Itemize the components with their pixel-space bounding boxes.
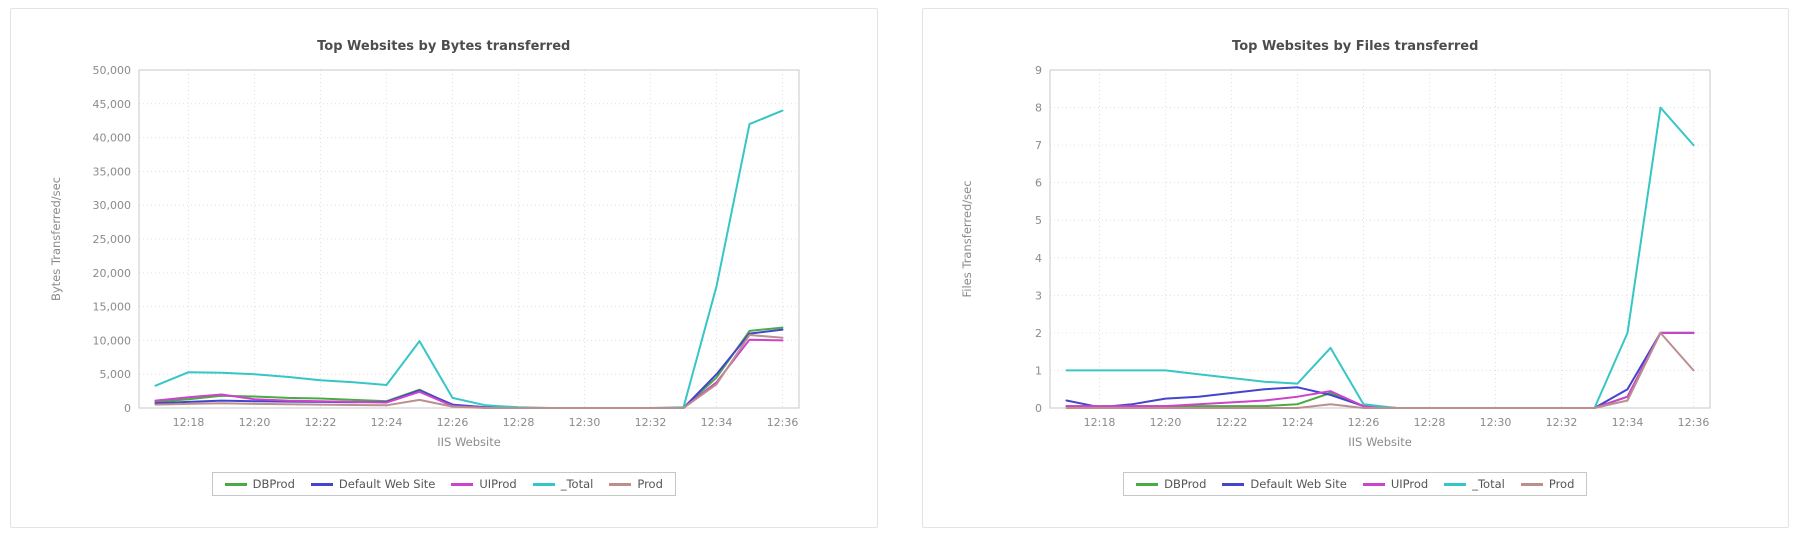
svg-text:0: 0 <box>124 402 131 415</box>
svg-text:45,000: 45,000 <box>92 98 131 111</box>
svg-text:12:30: 12:30 <box>1480 416 1512 429</box>
legend-label: Prod <box>637 477 663 491</box>
legend-label: UIProd <box>1390 477 1429 491</box>
legend-label: DBProd <box>252 477 295 491</box>
y-tick-labels: 0 1 2 3 4 5 6 7 8 9 <box>1035 64 1042 415</box>
svg-text:25,000: 25,000 <box>92 233 131 246</box>
legend-box: DBProd Default Web Site UIProd _Total Prod <box>1123 472 1588 496</box>
plot-border <box>138 69 800 409</box>
legend-swatch <box>1444 482 1467 486</box>
legend-label: Default Web Site <box>338 477 436 491</box>
svg-text:12:18: 12:18 <box>172 416 204 429</box>
svg-text:12:22: 12:22 <box>1216 416 1248 429</box>
svg-text:35,000: 35,000 <box>92 165 131 178</box>
plot-border <box>1049 69 1711 409</box>
svg-text:5,000: 5,000 <box>99 368 131 381</box>
svg-text:12:22: 12:22 <box>304 416 336 429</box>
svg-text:40,000: 40,000 <box>92 132 131 145</box>
svg-text:7: 7 <box>1035 139 1042 152</box>
svg-text:12:20: 12:20 <box>1150 416 1182 429</box>
legend-item-prod: Prod <box>1520 477 1575 491</box>
legend-label: DBProd <box>1164 477 1207 491</box>
bytes-transferred-chart: 0 5,000 10,000 15,000 20,000 25,000 30,000 35,0… <box>49 64 800 449</box>
svg-text:12:36: 12:36 <box>1678 416 1710 429</box>
bytes-chart-legend: DBProd Default Web Site UIProd _Total Prod <box>23 472 865 496</box>
x-axis-label: IIS Website <box>1348 435 1412 449</box>
svg-text:0: 0 <box>1035 402 1042 415</box>
svg-text:12:34: 12:34 <box>700 416 732 429</box>
legend-label: UIProd <box>479 477 517 491</box>
svg-text:15,000: 15,000 <box>92 301 131 314</box>
svg-text:8: 8 <box>1035 102 1042 115</box>
svg-text:5: 5 <box>1035 214 1042 227</box>
legend-item-default-web-site: Default Web Site <box>1222 477 1347 491</box>
svg-text:9: 9 <box>1035 64 1042 77</box>
svg-text:12:32: 12:32 <box>1546 416 1578 429</box>
legend-swatch <box>609 482 632 486</box>
files-chart-title: Top Websites by Files transferred <box>1232 39 1479 54</box>
legend-label: _Total <box>560 477 594 491</box>
series-line--total <box>154 109 784 409</box>
svg-text:12:36: 12:36 <box>766 416 798 429</box>
legend-item--total: _Total <box>1444 477 1505 491</box>
series-line-prod <box>154 334 784 409</box>
svg-text:12:20: 12:20 <box>238 416 270 429</box>
legend-swatch <box>1136 482 1159 486</box>
svg-text:12:24: 12:24 <box>1282 416 1314 429</box>
svg-text:12:30: 12:30 <box>568 416 600 429</box>
legend-item-dbprod: DBProd <box>1136 477 1206 491</box>
svg-text:50,000: 50,000 <box>92 64 131 77</box>
svg-text:12:28: 12:28 <box>1414 416 1446 429</box>
svg-text:1: 1 <box>1035 364 1042 377</box>
legend-item-prod: Prod <box>609 477 663 491</box>
svg-text:12:32: 12:32 <box>634 416 666 429</box>
legend-item--total: _Total <box>532 477 594 491</box>
legend-label: Prod <box>1548 477 1575 491</box>
series-line-dbprod <box>154 326 784 409</box>
legend-item-uiprod: UIProd <box>1362 477 1429 491</box>
legend-item-uiprod: UIProd <box>451 477 517 491</box>
bytes-chart-title: Top Websites by Bytes transferred <box>317 39 571 54</box>
legend-swatch <box>1520 482 1543 486</box>
series-line-prod <box>1065 331 1695 409</box>
x-axis-label: IIS Website <box>437 435 501 449</box>
gridlines <box>138 69 799 409</box>
x-tick-labels: 12:18 12:20 12:22 12:24 12:26 12:28 12:30 12:32… <box>172 416 798 429</box>
svg-text:3: 3 <box>1035 289 1042 302</box>
legend-box: DBProd Default Web Site UIProd _Total Prod <box>211 472 676 496</box>
x-tick-labels: 12:18 12:20 12:22 12:24 12:26 12:28 12:30 12:32… <box>1084 416 1710 429</box>
svg-text:12:18: 12:18 <box>1084 416 1116 429</box>
legend-label: Default Web Site <box>1250 477 1347 491</box>
bytes-chart-panel: Top Websites by Bytes transferred 0 5,000… <box>10 8 878 528</box>
legend-item-default-web-site: Default Web Site <box>310 477 436 491</box>
svg-text:10,000: 10,000 <box>92 334 131 347</box>
svg-text:12:26: 12:26 <box>1348 416 1380 429</box>
y-tick-labels: 0 5,000 10,000 15,000 20,000 25,000 30,000 35,0… <box>92 64 131 415</box>
legend-swatch <box>532 482 555 486</box>
svg-text:12:28: 12:28 <box>502 416 534 429</box>
svg-text:2: 2 <box>1035 327 1042 340</box>
gridlines <box>1050 69 1711 409</box>
svg-text:12:34: 12:34 <box>1612 416 1644 429</box>
legend-item-dbprod: DBProd <box>224 477 295 491</box>
series-line--total <box>1065 106 1695 409</box>
svg-text:20,000: 20,000 <box>92 267 131 280</box>
svg-text:12:26: 12:26 <box>436 416 468 429</box>
legend-swatch <box>1222 482 1245 486</box>
svg-text:30,000: 30,000 <box>92 199 131 212</box>
legend-swatch <box>310 482 333 486</box>
files-chart-legend: DBProd Default Web Site UIProd _Total Prod <box>935 472 1777 496</box>
svg-text:12:24: 12:24 <box>370 416 402 429</box>
svg-text:4: 4 <box>1035 252 1042 265</box>
y-axis-label: Files Transferred/sec <box>960 180 974 297</box>
legend-label: _Total <box>1472 477 1505 491</box>
legend-swatch <box>1362 482 1385 486</box>
files-transferred-chart: 0 1 2 3 4 5 6 7 8 9 12:18 12:20 12:22 12:24 12:26 12:28… <box>960 64 1711 449</box>
y-axis-label: Bytes Transferred/sec <box>49 177 63 301</box>
files-chart-panel: Top Websites by Files transferred 0 1 2 3 4 5… <box>921 8 1789 528</box>
legend-swatch <box>224 482 247 486</box>
svg-text:6: 6 <box>1035 177 1042 190</box>
legend-swatch <box>451 482 474 486</box>
